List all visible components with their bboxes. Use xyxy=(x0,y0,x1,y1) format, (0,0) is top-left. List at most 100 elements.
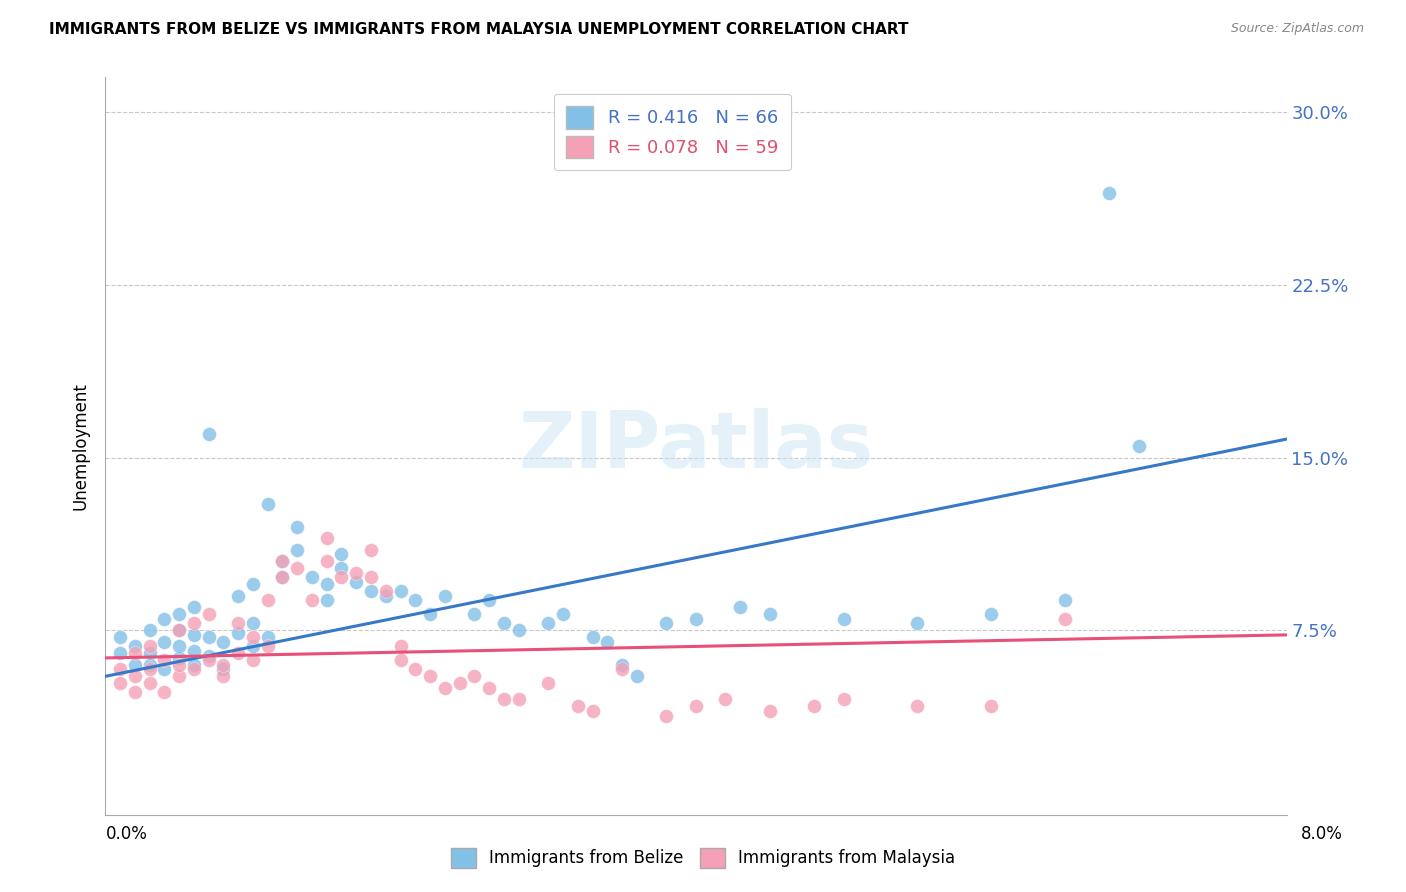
Point xyxy=(758,704,780,718)
Point xyxy=(581,704,603,718)
Point xyxy=(478,681,501,695)
Point xyxy=(1128,439,1150,453)
Point xyxy=(478,593,501,607)
Point xyxy=(404,662,426,676)
Point xyxy=(610,662,633,676)
Point xyxy=(242,640,264,654)
Point xyxy=(167,624,190,638)
Point xyxy=(153,653,176,667)
Point xyxy=(167,640,190,654)
Point xyxy=(108,662,131,676)
Point xyxy=(330,570,353,584)
Point xyxy=(183,662,205,676)
Text: Source: ZipAtlas.com: Source: ZipAtlas.com xyxy=(1230,22,1364,36)
Point xyxy=(389,640,412,654)
Point xyxy=(508,692,530,706)
Point xyxy=(124,669,146,683)
Point xyxy=(330,547,353,561)
Legend: Immigrants from Belize, Immigrants from Malaysia: Immigrants from Belize, Immigrants from … xyxy=(444,841,962,875)
Point xyxy=(315,554,337,568)
Point xyxy=(626,669,648,683)
Point xyxy=(285,561,308,575)
Point xyxy=(344,574,367,589)
Point xyxy=(197,607,219,622)
Point xyxy=(124,685,146,699)
Point xyxy=(167,607,190,622)
Point xyxy=(360,542,382,557)
Point xyxy=(832,612,855,626)
Point xyxy=(905,616,928,631)
Point xyxy=(271,554,294,568)
Point xyxy=(271,570,294,584)
Point xyxy=(138,676,160,690)
Point xyxy=(183,628,205,642)
Point xyxy=(212,635,235,649)
Point xyxy=(1098,186,1121,200)
Point xyxy=(167,657,190,672)
Point xyxy=(212,657,235,672)
Point xyxy=(183,644,205,658)
Point xyxy=(655,616,678,631)
Point xyxy=(803,699,825,714)
Point xyxy=(655,708,678,723)
Point xyxy=(685,612,707,626)
Point xyxy=(153,662,176,676)
Point xyxy=(419,607,441,622)
Point xyxy=(226,616,249,631)
Point xyxy=(138,624,160,638)
Point xyxy=(124,657,146,672)
Point xyxy=(226,646,249,660)
Point xyxy=(330,561,353,575)
Point xyxy=(153,685,176,699)
Point xyxy=(256,593,278,607)
Point xyxy=(360,584,382,599)
Point xyxy=(242,577,264,591)
Point xyxy=(344,566,367,580)
Point xyxy=(197,653,219,667)
Point xyxy=(315,593,337,607)
Point xyxy=(301,570,323,584)
Point xyxy=(374,589,396,603)
Point xyxy=(124,646,146,660)
Point xyxy=(212,669,235,683)
Point xyxy=(108,646,131,660)
Point xyxy=(138,640,160,654)
Point xyxy=(271,570,294,584)
Point xyxy=(463,607,485,622)
Point xyxy=(492,692,515,706)
Text: 8.0%: 8.0% xyxy=(1301,825,1343,843)
Point xyxy=(256,497,278,511)
Point xyxy=(285,542,308,557)
Point xyxy=(551,607,574,622)
Point xyxy=(567,699,589,714)
Point xyxy=(728,600,751,615)
Point xyxy=(360,570,382,584)
Point xyxy=(980,699,1002,714)
Point xyxy=(285,519,308,533)
Point xyxy=(433,681,456,695)
Point xyxy=(463,669,485,683)
Point xyxy=(714,692,737,706)
Point xyxy=(124,640,146,654)
Point xyxy=(256,640,278,654)
Point xyxy=(212,662,235,676)
Text: ZIPatlas: ZIPatlas xyxy=(519,408,873,484)
Point xyxy=(197,427,219,442)
Point xyxy=(685,699,707,714)
Point xyxy=(183,616,205,631)
Point xyxy=(980,607,1002,622)
Point xyxy=(183,657,205,672)
Point xyxy=(537,676,560,690)
Point xyxy=(153,635,176,649)
Point xyxy=(256,630,278,644)
Point xyxy=(508,624,530,638)
Legend: R = 0.416   N = 66, R = 0.078   N = 59: R = 0.416 N = 66, R = 0.078 N = 59 xyxy=(554,94,790,170)
Point xyxy=(271,554,294,568)
Point xyxy=(581,630,603,644)
Point xyxy=(758,607,780,622)
Point xyxy=(419,669,441,683)
Point xyxy=(537,616,560,631)
Point xyxy=(610,657,633,672)
Point xyxy=(242,653,264,667)
Point xyxy=(108,630,131,644)
